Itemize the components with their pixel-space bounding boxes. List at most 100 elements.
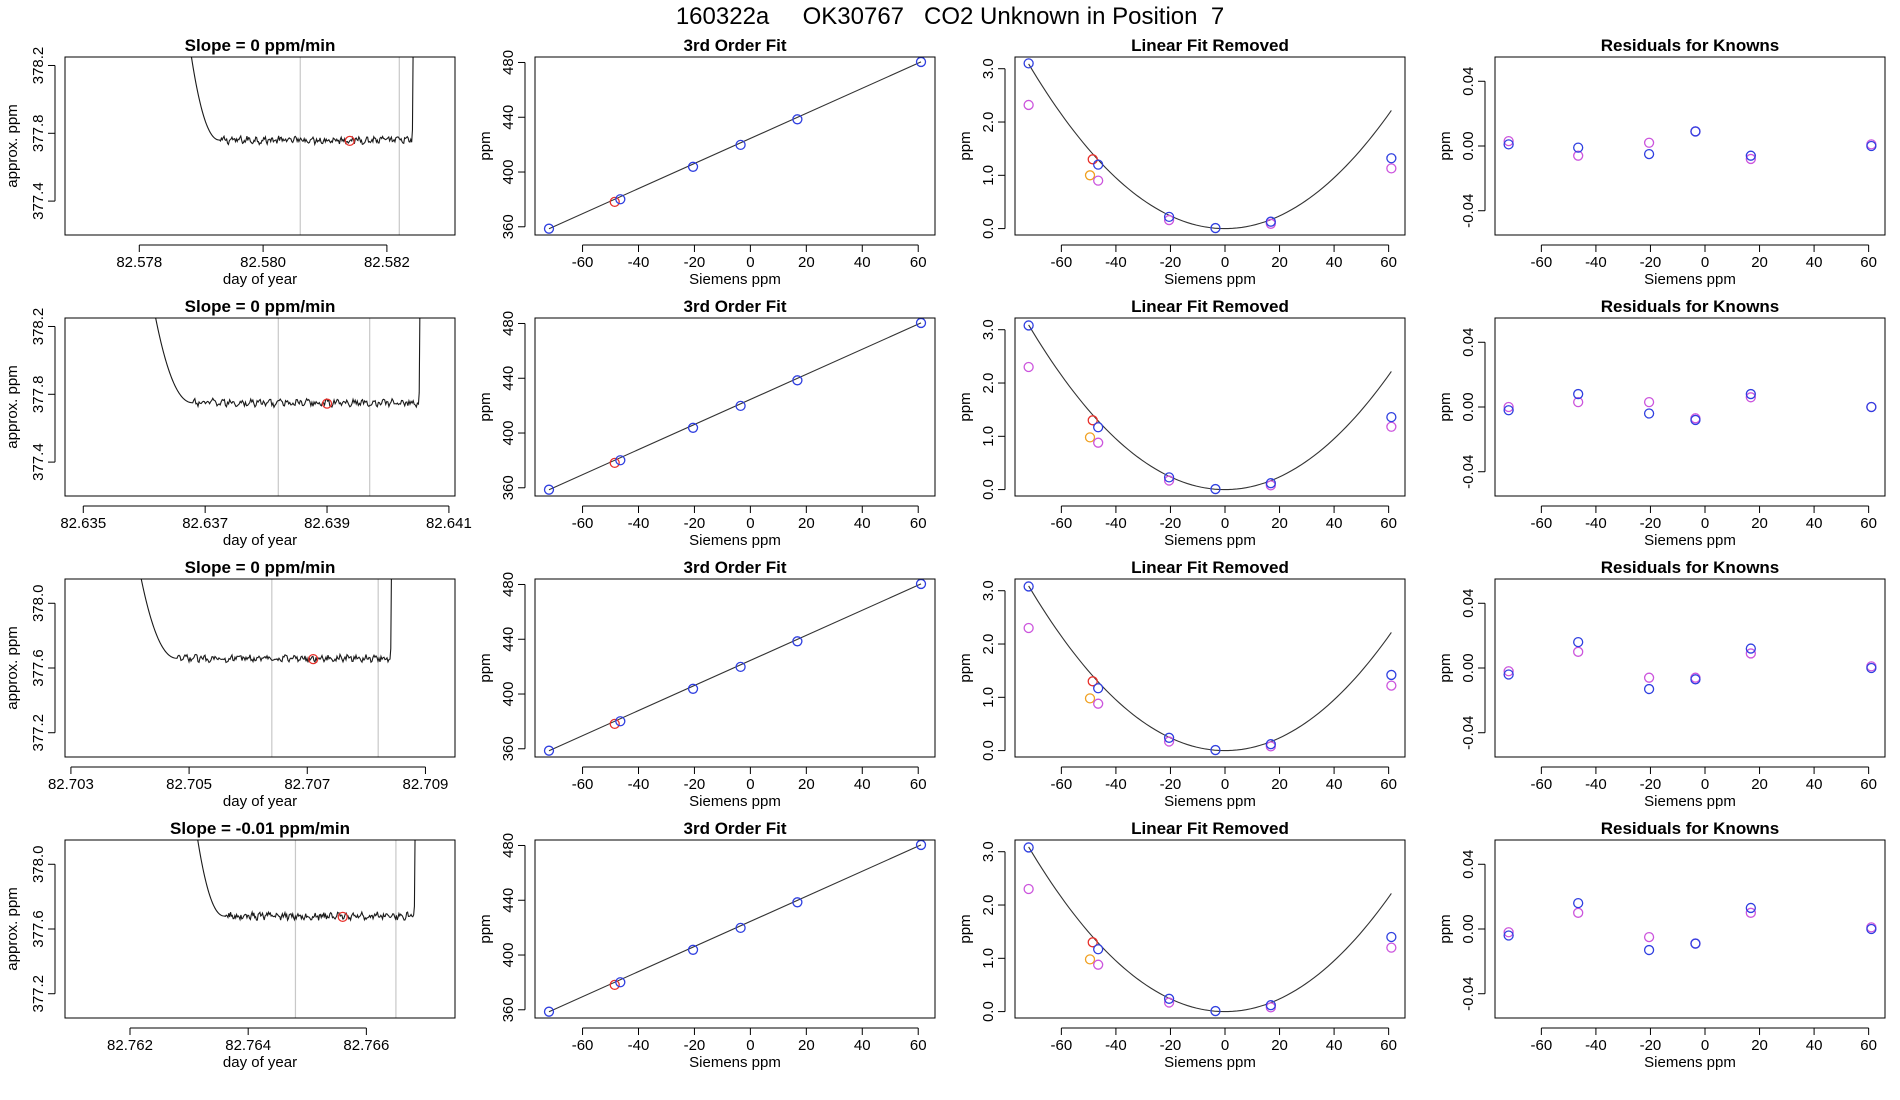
data-point-blue (1265, 739, 1276, 750)
data-point-orange (1084, 954, 1096, 965)
fit-line (548, 583, 922, 752)
data-point-magenta (1503, 401, 1514, 413)
data-point-red (609, 718, 620, 730)
x-tick-label: -20 (684, 1037, 706, 1054)
data-point-blue (1265, 1000, 1276, 1011)
x-tick-label: 20 (1271, 1037, 1288, 1054)
x-tick-label: 40 (1326, 515, 1343, 532)
data-point-magenta (1163, 475, 1175, 486)
plot-frame (64, 578, 456, 758)
data-point-blue (1690, 938, 1701, 949)
y-tick-label: 0.04 (1460, 850, 1477, 879)
x-tick-label: -20 (1640, 515, 1662, 532)
x-axis-label: Siemens ppm (689, 532, 781, 549)
x-axis-label: Siemens ppm (1164, 1054, 1256, 1071)
data-point-blue (1745, 388, 1756, 400)
data-point-blue (615, 716, 626, 727)
concentration-trace (197, 840, 416, 922)
x-tick-label: -60 (572, 1037, 594, 1054)
x-tick-label: 0 (1701, 776, 1709, 793)
y-tick-label: 378.0 (30, 584, 47, 622)
data-point-orange (1084, 432, 1096, 443)
data-point-blue (1573, 388, 1584, 400)
x-tick-label: 20 (1751, 254, 1768, 271)
y-tick-label: 0.0 (980, 479, 997, 500)
y-tick-label: 0.0 (980, 740, 997, 761)
x-tick-label: 0 (746, 254, 754, 271)
data-point-magenta (1643, 137, 1655, 148)
panel-title: Residuals for Knowns (1601, 297, 1780, 316)
y-axis-label: ppm (477, 392, 494, 421)
x-tick-label: 82.703 (48, 776, 94, 793)
x-tick-label: -40 (628, 515, 650, 532)
x-tick-label: 0 (1221, 254, 1229, 271)
data-point-blue (1503, 669, 1514, 680)
x-tick-label: 82.578 (116, 254, 162, 271)
x-tick-label: -20 (684, 776, 706, 793)
x-tick-label: 0 (746, 515, 754, 532)
data-point-blue (792, 897, 803, 908)
data-point-blue (1690, 126, 1701, 137)
panel-2-4: 3rd Order Fit -60 -40 -20 0 20 40 60 Siemens ppm… (477, 819, 936, 1071)
plot-frame (64, 317, 456, 497)
x-tick-label: 82.580 (240, 254, 286, 271)
y-tick-label: 377.8 (30, 376, 47, 414)
data-point-blue (1265, 216, 1276, 227)
panel-title: 3rd Order Fit (684, 297, 787, 316)
data-point-blue (1866, 401, 1877, 413)
panel-title: Residuals for Knowns (1601, 36, 1780, 55)
panel-1-2: Slope = 0 ppm/min 82.635 82.637 82.639 82.64… (4, 297, 472, 549)
data-point-magenta (1023, 99, 1034, 111)
x-axis-label: Siemens ppm (1644, 1054, 1736, 1071)
y-axis-label: ppm (957, 914, 974, 943)
x-tick-label: 60 (1860, 254, 1877, 271)
x-tick-label: -40 (628, 1037, 650, 1054)
data-point-blue (1093, 683, 1104, 694)
y-tick-label: 480 (500, 572, 517, 597)
y-tick-label: 360 (500, 475, 517, 500)
panel-title: Residuals for Knowns (1601, 819, 1780, 838)
data-point-red (609, 457, 620, 469)
panel-title: 3rd Order Fit (684, 558, 787, 577)
x-tick-label: -60 (572, 254, 594, 271)
mean-marker (321, 398, 333, 409)
y-tick-label: 440 (500, 366, 517, 391)
x-tick-label: 20 (1271, 515, 1288, 532)
plot-area (1503, 897, 1877, 956)
y-tick-label: 0.04 (1460, 67, 1477, 96)
y-tick-label: -0.04 (1460, 455, 1477, 489)
fit-curve (1028, 63, 1392, 230)
y-tick-label: 377.8 (30, 115, 47, 153)
x-tick-label: 82.762 (107, 1037, 153, 1054)
y-axis-label: ppm (1437, 653, 1454, 682)
y-tick-label: 378.2 (30, 308, 47, 346)
x-tick-label: -20 (1160, 254, 1182, 271)
mean-marker (344, 135, 355, 147)
plot-frame (534, 56, 936, 236)
y-tick-label: 377.2 (30, 975, 47, 1013)
plot-area (1023, 58, 1397, 234)
panel-3-3: Linear Fit Removed -60 -40 -20 0 20 40 60 Siemen… (957, 558, 1406, 810)
y-axis-label: ppm (1437, 914, 1454, 943)
data-point-red (609, 979, 620, 991)
data-point-blue (1093, 422, 1104, 433)
data-point-magenta (1093, 175, 1104, 186)
y-tick-label: 377.2 (30, 714, 47, 752)
data-point-blue (1163, 211, 1175, 223)
x-tick-label: 20 (798, 776, 815, 793)
data-point-magenta (1643, 931, 1655, 943)
x-tick-label: -60 (1051, 776, 1073, 793)
data-point-orange (1084, 693, 1096, 704)
y-axis-label: approx. ppm (4, 887, 21, 970)
y-axis-label: ppm (477, 131, 494, 160)
y-tick-label: 2.0 (980, 634, 997, 655)
data-point-blue (735, 922, 746, 934)
x-tick-label: -40 (628, 254, 650, 271)
data-point-blue (1643, 944, 1655, 956)
x-tick-label: 60 (1860, 1037, 1877, 1054)
x-axis-label: day of year (223, 532, 297, 549)
x-axis-label: Siemens ppm (1164, 271, 1256, 288)
data-point-blue (543, 745, 555, 756)
x-axis-label: Siemens ppm (1164, 793, 1256, 810)
data-point-magenta (1386, 680, 1397, 691)
